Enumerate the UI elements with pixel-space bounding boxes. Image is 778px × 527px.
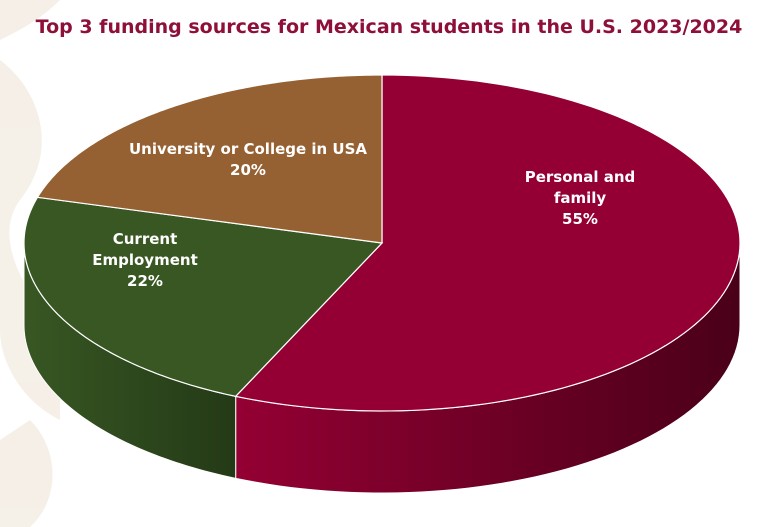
slice-label: Personal and family 55% (525, 168, 636, 228)
slice-label: University or College in USA 20% (129, 140, 367, 179)
pie-slice (234, 74, 741, 412)
chart-title: Top 3 funding sources for Mexican studen… (35, 16, 743, 38)
slice-label: Current Employment 22% (92, 230, 198, 290)
pie-slice (36, 74, 383, 244)
pie-slice (23, 196, 384, 397)
pie-tops (23, 74, 741, 412)
pie-labels: Personal and family 55% Current Employment 22… (92, 140, 635, 290)
